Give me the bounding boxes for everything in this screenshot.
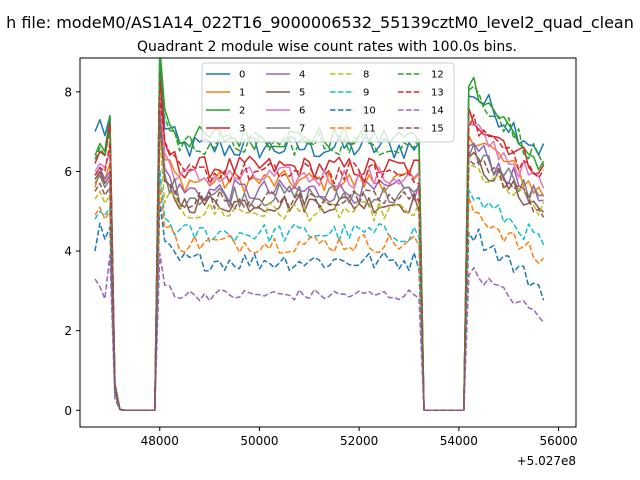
y-tick-label: 2	[64, 324, 72, 338]
x-tick-label: 48000	[141, 434, 179, 448]
x-tick-label: 52000	[340, 434, 378, 448]
y-tick-label: 6	[64, 165, 72, 179]
x-offset-label: +5.027e8	[517, 454, 576, 468]
legend-label-15: 15	[431, 124, 444, 135]
y-tick-label: 4	[64, 245, 72, 259]
y-tick-label: 8	[64, 85, 72, 99]
legend-label-4: 4	[299, 70, 305, 81]
legend-label-10: 10	[363, 106, 376, 117]
plot-frame	[79, 57, 577, 428]
x-tick-label: 54000	[440, 434, 478, 448]
legend-label-13: 13	[431, 88, 444, 99]
series-14-line	[94, 252, 545, 412]
x-axis: 48000 50000 52000 54000 56000	[141, 427, 578, 448]
series-11-line	[94, 183, 545, 412]
legend-box	[201, 62, 455, 143]
legend-label-2: 2	[239, 106, 245, 117]
series-13-line	[94, 96, 545, 412]
legend-label-6: 6	[299, 106, 305, 117]
x-tick-label: 56000	[539, 434, 577, 448]
legend-label-8: 8	[363, 70, 369, 81]
legend-label-1: 1	[239, 88, 245, 99]
legend-label-5: 5	[299, 88, 305, 99]
suptitle: h file: modeM0/AS1A14_022T16_9000006532_…	[6, 13, 634, 33]
legend-label-12: 12	[431, 70, 444, 81]
y-tick-label: 0	[64, 404, 72, 418]
legend-label-9: 9	[363, 88, 369, 99]
chart-title: Quadrant 2 module wise count rates with …	[137, 39, 517, 55]
series-15-line	[94, 118, 545, 412]
legend-label-3: 3	[239, 124, 245, 135]
series-10-line	[94, 200, 545, 412]
series-6-line	[94, 97, 545, 412]
series-9-line	[94, 168, 545, 412]
y-axis: 0 2 4 6 8	[64, 85, 80, 418]
legend-label-7: 7	[299, 124, 305, 135]
legend-label-14: 14	[431, 106, 444, 117]
legend-label-11: 11	[363, 124, 376, 135]
x-tick-label: 50000	[240, 434, 278, 448]
legend-label-0: 0	[239, 70, 245, 81]
